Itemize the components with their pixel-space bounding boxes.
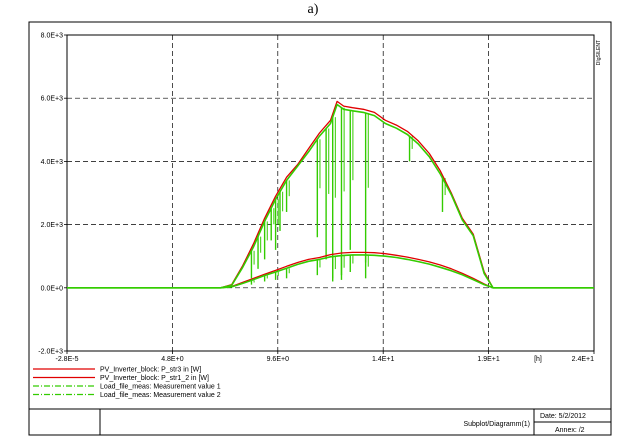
y-tick-label: 2.0E+3 <box>41 222 63 229</box>
outer-frame <box>28 21 612 436</box>
y-tick-label: 4.0E+3 <box>41 159 63 166</box>
legend-label-3: Load_file_meas: Measurement value 1 <box>100 384 221 391</box>
diagram-label: Subplot/Diagramm(1) <box>463 421 530 428</box>
annex-label: Annex: /2 <box>555 427 585 434</box>
y-tick-label: 0.0E+0 <box>41 285 63 292</box>
date-label: Date: 5/2/2012 <box>540 413 586 420</box>
x-tick-label: 4.8E+0 <box>161 356 183 363</box>
legend-label-4: Load_file_meas: Measurement value 2 <box>100 392 221 399</box>
legend-label-2: PV_Inverter_block: P_str1_2 in [W] <box>100 375 209 382</box>
x-unit-label: [h] <box>534 356 542 363</box>
series-line-4 <box>67 254 594 289</box>
x-tick-label: -2.8E-5 <box>56 356 79 363</box>
x-tick-label: 2.4E+1 <box>572 356 594 363</box>
series-line-2 <box>67 251 594 289</box>
measurement-dips <box>250 107 446 285</box>
x-tick-label: 9.6E+0 <box>267 356 289 363</box>
watermark-logo: DIgSILENT <box>596 40 602 65</box>
series-line-1 <box>67 100 594 289</box>
series-line-3 <box>67 103 594 289</box>
legend-label-1: PV_Inverter_block: P_str3 in [W] <box>100 367 201 374</box>
y-ticks: -2.0E+3 0.0E+0 2.0E+3 4.0E+3 6.0E+3 8.0E+3 <box>38 33 67 356</box>
x-ticks: -2.8E-5 4.8E+0 9.6E+0 1.4E+1 1.9E+1 2.4E+1 <box>56 351 595 363</box>
y-tick-label: -2.0E+3 <box>38 349 63 356</box>
legend: PV_Inverter_block: P_str3 in [W]PV_Inver… <box>33 367 221 399</box>
y-tick-label: 6.0E+3 <box>41 96 63 103</box>
series-layer <box>67 100 594 289</box>
y-tick-label: 8.0E+3 <box>41 33 63 40</box>
page-title: a) <box>307 2 319 17</box>
x-tick-label: 1.9E+1 <box>477 356 499 363</box>
plot-border <box>66 34 595 352</box>
grid-layer <box>67 35 594 351</box>
x-tick-label: 1.4E+1 <box>372 356 394 363</box>
